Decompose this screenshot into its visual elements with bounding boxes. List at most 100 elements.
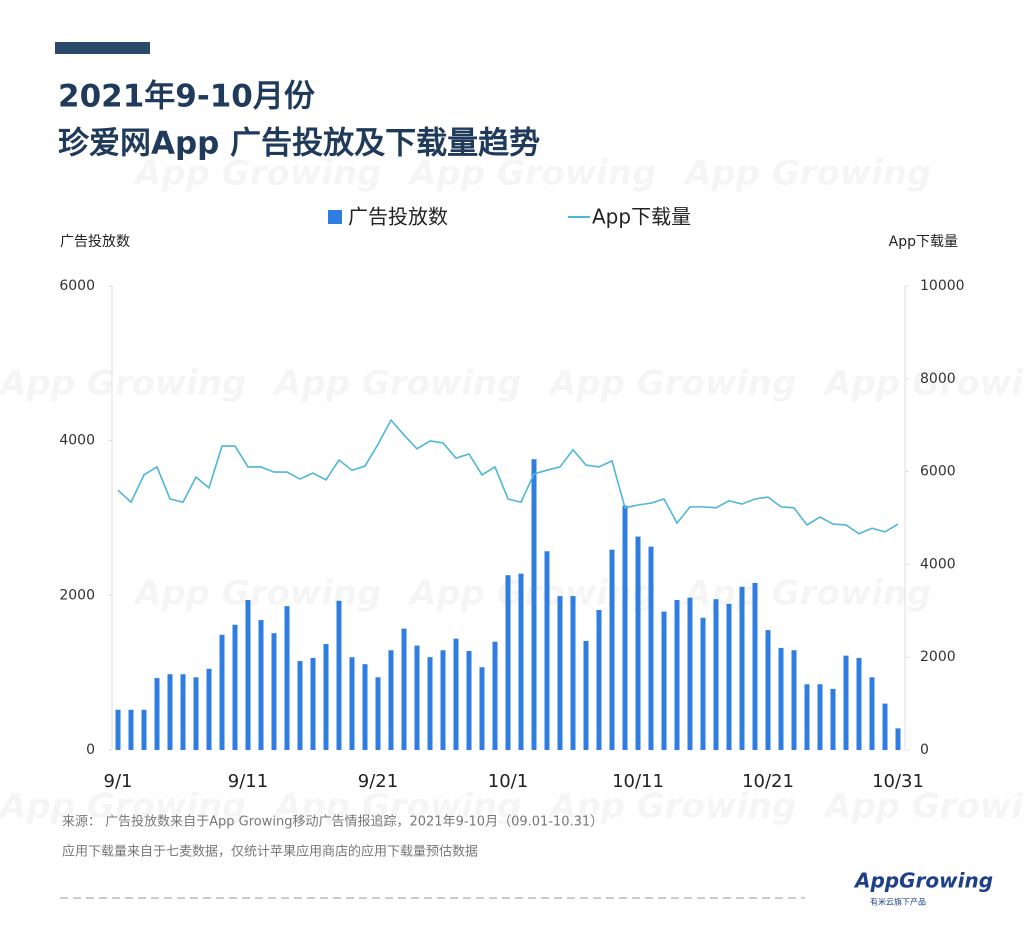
bar	[869, 677, 875, 750]
bar	[180, 674, 186, 750]
bar	[687, 597, 693, 750]
x-tick-label: 9/11	[228, 771, 268, 792]
y2-tick-label: 2000	[920, 649, 956, 665]
y-tick-label: 0	[86, 742, 95, 758]
bar	[388, 650, 394, 750]
title: 珍爱网App 广告投放及下载量趋势	[58, 126, 540, 162]
x-tick-label: 10/21	[742, 771, 794, 792]
line	[117, 418, 899, 535]
bar	[622, 505, 628, 750]
bar	[336, 600, 342, 750]
bar	[661, 611, 667, 750]
bar	[128, 709, 134, 750]
x-tick-label: 10/11	[612, 771, 664, 792]
bar	[427, 657, 433, 750]
bar	[167, 674, 173, 750]
y2-tick-label: 0	[920, 742, 929, 758]
watermark: App Growing	[682, 574, 931, 614]
source: 来源： 广告投放数来自于App Growing移动广告情报追踪，2021年9-1…	[62, 814, 603, 830]
bar	[765, 630, 771, 750]
bar	[830, 688, 836, 750]
legend-label: App下载量	[592, 205, 691, 229]
bar	[531, 459, 537, 750]
bar	[453, 638, 459, 750]
bar	[752, 582, 758, 750]
watermark: App Growing	[272, 364, 521, 404]
bar	[414, 645, 420, 750]
bar	[115, 709, 121, 750]
logo-tagline: 有米云旗下产品	[870, 897, 926, 907]
bar	[713, 599, 719, 750]
bar	[895, 728, 901, 750]
watermark: App Growing	[547, 364, 796, 404]
bar	[739, 586, 745, 750]
bar	[245, 599, 251, 750]
bar	[323, 644, 329, 750]
bar	[310, 657, 316, 750]
bar	[843, 655, 849, 750]
bar	[219, 634, 225, 750]
x-tick-label: 10/1	[488, 771, 528, 792]
bar	[856, 657, 862, 750]
x-tick-label: 9/21	[358, 771, 398, 792]
bar	[804, 684, 810, 750]
bar	[791, 650, 797, 750]
bar	[258, 620, 264, 750]
y-axis-title: 广告投放数	[60, 234, 130, 250]
bar	[362, 664, 368, 750]
bar	[778, 647, 784, 750]
bar	[271, 633, 277, 750]
y-tick-label: 2000	[59, 587, 95, 603]
x-tick-label: 10/31	[872, 771, 924, 792]
bar	[505, 575, 511, 750]
bar	[544, 551, 550, 750]
bar	[141, 709, 147, 750]
bar	[635, 536, 641, 750]
x-tick-label: 9/1	[104, 771, 133, 792]
watermark: App Growing	[822, 787, 1024, 827]
watermark: App Growing	[682, 154, 931, 194]
title-bar	[55, 42, 150, 54]
bar	[479, 667, 485, 750]
bar	[193, 677, 199, 750]
bar	[206, 668, 212, 750]
bar	[700, 617, 706, 750]
bar	[817, 684, 823, 750]
bar	[570, 596, 576, 750]
bar	[882, 703, 888, 750]
y2-tick-label: 4000	[920, 556, 956, 572]
y-tick-label: 4000	[59, 433, 95, 449]
bar	[401, 628, 407, 750]
bar	[349, 657, 355, 750]
legend-label: 广告投放数	[348, 205, 448, 229]
bar	[726, 603, 732, 750]
logo: AppGrowing	[853, 869, 993, 893]
legend-swatch	[328, 210, 342, 224]
bar	[518, 573, 524, 750]
bar	[492, 641, 498, 750]
bar	[440, 650, 446, 750]
bar	[466, 651, 472, 750]
bar	[284, 606, 290, 750]
y2-tick-label: 6000	[920, 464, 956, 480]
title: 2021年9-10月份	[58, 79, 315, 115]
bar	[375, 677, 381, 750]
source: 应用下载量来自于七麦数据，仅统计苹果应用商店的应用下载量预估数据	[62, 844, 478, 860]
bar	[297, 661, 303, 750]
bar	[674, 599, 680, 750]
y2-axis-title: App下载量	[889, 234, 958, 250]
y2-tick-label: 8000	[920, 371, 956, 387]
bar	[232, 624, 238, 750]
bar	[648, 546, 654, 750]
bar	[557, 596, 563, 750]
y-tick-label: 6000	[59, 278, 95, 294]
y2-tick-label: 10000	[920, 278, 965, 294]
bar	[583, 640, 589, 750]
bar	[609, 549, 615, 750]
bar	[596, 610, 602, 750]
watermark: App Growing	[0, 364, 246, 404]
bar	[154, 678, 160, 750]
watermark: App Growing	[132, 574, 381, 614]
